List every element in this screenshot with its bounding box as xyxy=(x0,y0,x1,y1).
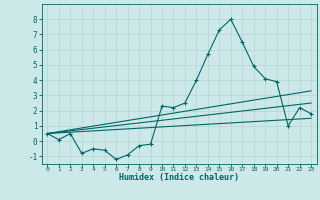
X-axis label: Humidex (Indice chaleur): Humidex (Indice chaleur) xyxy=(119,173,239,182)
